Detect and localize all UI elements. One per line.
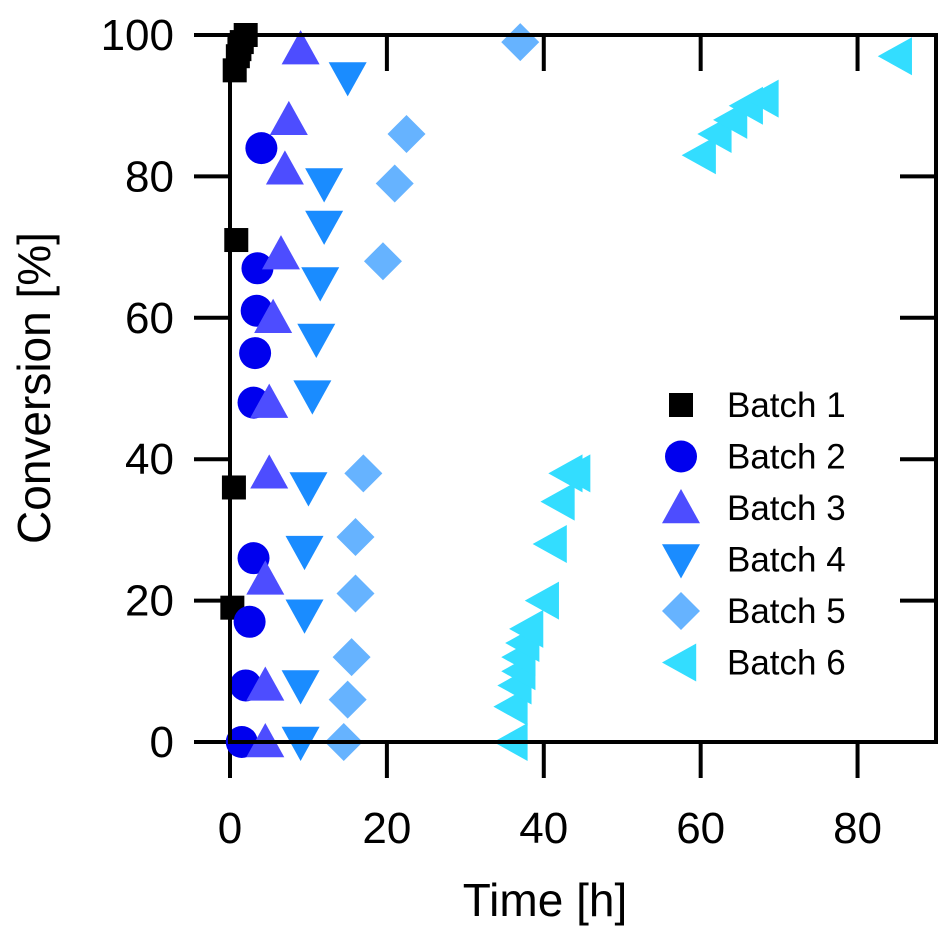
data-point-batch-6 [540,482,575,521]
x-tick-label: 80 [833,804,882,853]
y-tick-label: 20 [125,577,174,626]
tick-labels: 0 20 40 60 80 100 0 20 40 60 80 [101,11,882,853]
data-point-batch-4 [289,472,328,507]
legend-item: Batch 5 [662,592,846,631]
plot-frame [228,33,938,744]
data-point-batch-4 [285,535,324,571]
series-5 [324,23,540,761]
legend-item: Batch 1 [669,386,846,425]
legend: Batch 1 Batch 2 Batch 3 Batch 4 Batch 5 Batch… [662,386,846,683]
data-point-batch-1 [224,228,249,253]
legend-marker-batch-1 [669,393,693,417]
data-point-batch-4 [301,267,340,302]
legend-label: Batch 6 [727,644,846,683]
legend-label: Batch 4 [727,541,846,580]
legend-item: Batch 4 [662,541,846,580]
data-point-batch-4 [297,323,336,359]
legend-item: Batch 2 [665,438,846,477]
data-point-batch-5 [336,574,375,613]
data-point-batch-6 [532,525,567,564]
data-point-batch-2 [245,132,278,165]
x-axis-label: Time [h] [463,874,627,926]
y-tick-label: 0 [150,718,174,767]
legend-label: Batch 5 [727,592,846,631]
data-point-batch-4 [328,62,367,97]
legend-marker-batch-5 [662,592,700,630]
y-tick-label: 40 [125,435,174,484]
data-point-batch-4 [293,380,332,415]
legend-label: Batch 2 [727,438,846,477]
x-tick-label: 60 [676,804,725,853]
data-point-batch-3 [254,298,293,333]
data-point-batch-6 [509,609,544,648]
legend-marker-batch-2 [665,440,697,473]
data-point-batch-3 [250,454,289,489]
data-point-batch-6 [877,37,912,76]
data-point-batch-3 [265,150,304,185]
data-point-batch-6 [556,454,591,493]
legend-marker-batch-6 [662,643,697,682]
legend-label: Batch 3 [727,489,846,528]
data-point-batch-5 [387,114,426,153]
x-tick-label: 20 [362,804,411,853]
data-point-batch-3 [246,560,285,595]
data-point-batch-5 [328,680,367,719]
legend-marker-batch-4 [662,544,700,579]
data-point-batch-3 [261,235,300,270]
data-point-batch-5 [375,164,414,203]
data-point-batch-3 [281,30,320,65]
data-point-batch-5 [336,517,375,556]
y-axis-label: Conversion [%] [8,232,60,544]
data-point-batch-5 [363,242,402,281]
data-point-batch-4 [285,599,324,634]
data-point-batch-2 [233,605,266,638]
data-point-batch-4 [281,670,320,705]
series-2 [225,132,278,758]
data-point-batch-6 [681,136,716,175]
data-point-batch-2 [237,542,270,575]
x-tick-label: 40 [519,804,568,853]
legend-item: Batch 3 [662,489,846,528]
data-point-batch-3 [269,100,308,136]
data-point-batch-5 [344,454,383,493]
data-point-batch-2 [241,252,274,285]
series-6 [493,37,912,761]
data-point-batch-3 [246,666,285,701]
data-points [220,23,912,761]
legend-label: Batch 1 [727,386,846,425]
data-point-batch-4 [305,210,344,245]
data-point-batch-4 [305,168,344,203]
data-point-batch-5 [332,638,371,677]
data-point-batch-3 [250,383,289,418]
data-point-batch-6 [744,79,779,118]
legend-item: Batch 6 [662,643,846,683]
x-tick-label: 0 [218,804,242,853]
data-point-batch-2 [239,337,272,370]
data-point-batch-6 [524,581,559,620]
data-point-batch-1 [221,475,246,500]
data-point-batch-5 [501,23,540,62]
legend-marker-batch-3 [662,489,700,524]
y-tick-label: 80 [125,152,174,201]
y-tick-label: 60 [125,294,174,343]
y-tick-label: 100 [101,11,174,60]
